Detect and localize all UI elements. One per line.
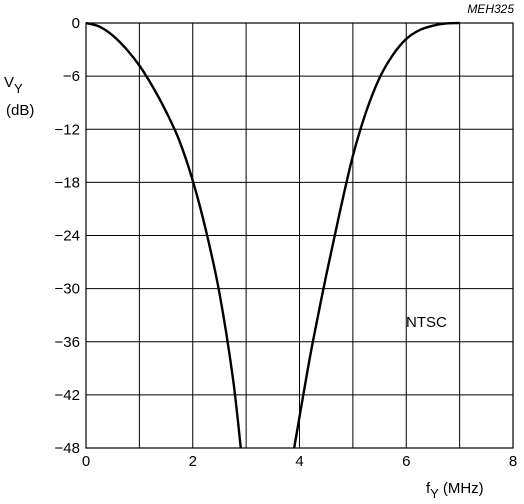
x-tick-label: 2 — [189, 453, 197, 470]
curves — [85, 21, 460, 449]
ntsc-annotation: NTSC — [406, 314, 447, 331]
y-tick-labels: 0 −6 −12 −18 −24 −30 −36 −42 −48 — [55, 15, 80, 457]
y-tick-label: −12 — [55, 121, 80, 138]
y-axis-symbol: V — [4, 74, 14, 91]
x-tick-label: 8 — [509, 453, 517, 470]
x-tick-label: 4 — [295, 453, 303, 470]
y-tick-label: −18 — [55, 174, 80, 191]
x-axis-symbol: f — [426, 480, 431, 497]
response-curve — [292, 21, 460, 449]
plot-frame — [85, 22, 514, 449]
x-tick-label: 0 — [82, 453, 90, 470]
y-tick-label: 0 — [72, 15, 80, 32]
y-axis-label: VY — [4, 74, 23, 96]
x-tick-labels: 0 2 4 6 8 — [82, 453, 517, 470]
response-curve — [85, 21, 242, 449]
x-axis-unit: (MHz) — [443, 480, 484, 497]
y-tick-label: −24 — [55, 228, 80, 245]
x-axis-subscript: Y — [430, 486, 439, 501]
grid — [86, 23, 513, 448]
x-tick-label: 6 — [402, 453, 410, 470]
y-tick-label: −30 — [55, 281, 80, 298]
y-axis-unit: (dB) — [6, 102, 34, 119]
y-tick-label: −36 — [55, 334, 80, 351]
y-axis-subscript: Y — [14, 81, 23, 96]
x-axis-label: fY (MHz) — [426, 480, 484, 501]
figure-code: MEH325 — [467, 2, 514, 16]
y-tick-label: −42 — [55, 387, 80, 404]
y-tick-label: −48 — [55, 440, 80, 457]
y-tick-label: −6 — [63, 68, 80, 85]
